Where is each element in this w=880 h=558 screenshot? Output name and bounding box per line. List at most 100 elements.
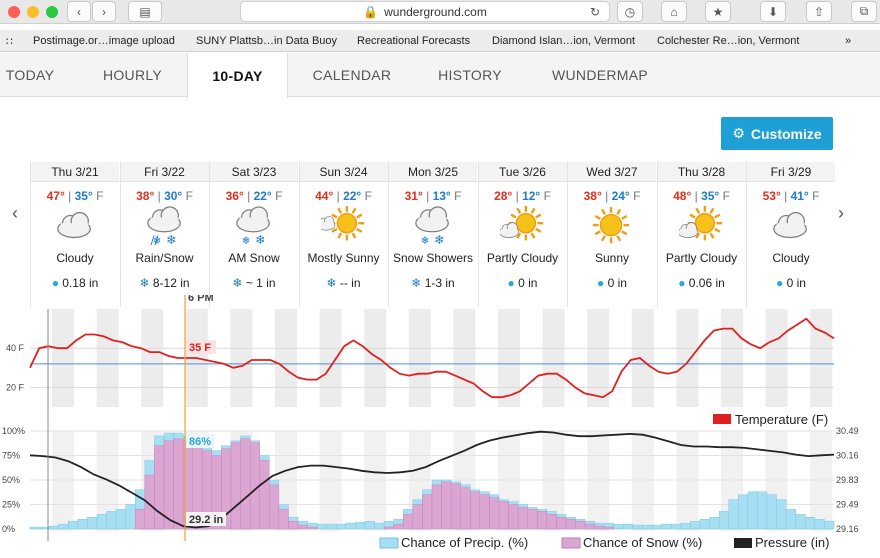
- tab-calendar[interactable]: CALENDAR: [312, 67, 392, 83]
- snow-bar: [537, 511, 548, 530]
- bookmark-item[interactable]: Colchester Re…ion, Vermont: [657, 35, 800, 47]
- reload-button[interactable]: ↻: [583, 1, 607, 22]
- day-column[interactable]: Wed 3/27 38° | 24° F Sunny ● 0 in: [567, 162, 656, 307]
- day-date: Thu 3/21: [31, 162, 119, 182]
- bookmark-button[interactable]: ★: [705, 1, 731, 22]
- rain-snow-icon: //❄ ❄: [121, 206, 209, 247]
- next-days-arrow[interactable]: ›: [838, 203, 844, 223]
- zoom-window-button[interactable]: [46, 6, 58, 18]
- high-temp: 31°: [404, 189, 423, 203]
- condition-label: Mostly Sunny: [307, 251, 380, 265]
- precip-bar: [68, 520, 79, 530]
- svg-text:❄: ❄: [421, 235, 430, 247]
- tab-today[interactable]: TODAY: [5, 67, 55, 83]
- precip-bar: [642, 524, 653, 530]
- address-bar[interactable]: 🔒 wunderground.com: [240, 1, 610, 22]
- precip-bar: [374, 522, 385, 530]
- night-band: [810, 309, 833, 407]
- temp-unit: F: [812, 189, 820, 203]
- bookmarks-overflow-icon[interactable]: »: [845, 35, 852, 47]
- day-column[interactable]: Mon 3/25 31° | 13° F ❄ ❄ Snow Showers ❄ 1…: [388, 162, 477, 307]
- rain-drop-icon: ●: [51, 276, 59, 290]
- snow-bar: [135, 509, 146, 530]
- snow-bar: [230, 442, 241, 530]
- precip-bar: [728, 499, 739, 530]
- day-column[interactable]: Thu 3/28 48° | 35° F Partly Cloudy ● 0.0…: [656, 162, 746, 307]
- precip-bar: [29, 526, 40, 530]
- pressure-tick-label: 29.16: [836, 524, 859, 534]
- sidebar-button[interactable]: ▤: [128, 1, 162, 22]
- cursor-temp-badge: [186, 340, 216, 354]
- snow-bar: [173, 438, 184, 530]
- forward-button[interactable]: ›: [92, 1, 116, 22]
- snow-icon: ❄ ❄: [210, 206, 298, 247]
- snow-bar: [479, 494, 490, 530]
- snow-bar: [460, 487, 471, 530]
- share-button[interactable]: ⇧: [806, 1, 832, 22]
- precip-value: 0.18 in: [62, 276, 99, 290]
- day-temps: 53° | 41° F: [747, 189, 835, 203]
- bookmark-item[interactable]: Recreational Forecasts: [357, 35, 471, 47]
- night-band: [542, 309, 565, 407]
- condition-label: Partly Cloudy: [486, 251, 559, 265]
- low-temp: 22°: [253, 189, 272, 203]
- high-temp: 47°: [46, 189, 65, 203]
- url-text: wunderground.com: [384, 4, 487, 19]
- precip-value: 1-3 in: [424, 276, 455, 290]
- day-temps: 48° | 35° F: [658, 189, 746, 203]
- tab-10-day[interactable]: 10-DAY: [187, 53, 288, 98]
- cursor-time: 6 PM: [188, 295, 214, 304]
- tabs-overview-button[interactable]: ⧉: [851, 1, 877, 22]
- precip-bar: [48, 525, 59, 530]
- home-button[interactable]: ⌂: [661, 1, 687, 22]
- minimize-window-button[interactable]: [27, 6, 39, 18]
- tab-wundermap[interactable]: WUNDERMAP: [551, 67, 649, 83]
- day-date: Mon 3/25: [389, 162, 477, 182]
- precip-bar: [661, 523, 672, 530]
- precip-bar: [326, 523, 337, 530]
- day-column[interactable]: Thu 3/21 47° | 35° F Cloudy ● 0.18 in: [30, 162, 119, 307]
- condition-label: Cloudy: [772, 251, 810, 265]
- high-temp: 36°: [225, 189, 244, 203]
- snow-legend: Chance of Snow (%): [583, 535, 702, 550]
- temp-tick-label: 40 F: [6, 343, 25, 353]
- night-band: [408, 309, 431, 407]
- day-date: Sat 3/23: [210, 162, 298, 182]
- downloads-button[interactable]: ⬇: [760, 1, 786, 22]
- precip-amount: ● 0.18 in: [31, 276, 119, 290]
- close-window-button[interactable]: [8, 6, 20, 18]
- precip-bar: [785, 509, 796, 530]
- tab-history[interactable]: HISTORY: [438, 67, 502, 83]
- snow-bar: [594, 525, 605, 530]
- day-column[interactable]: Sat 3/23 36° | 22° F ❄ ❄ AM Snow ❄ ~ 1 in: [209, 162, 298, 307]
- customize-button[interactable]: ⚙ Customize: [721, 117, 833, 150]
- day-temps: 38° | 24° F: [568, 189, 656, 203]
- day-column[interactable]: Sun 3/24 44° | 22° F Mostly Sunny ❄ -- i…: [298, 162, 388, 307]
- bookmark-item[interactable]: Postimage.or…image upload: [33, 35, 175, 47]
- precip-tick-label: 50%: [2, 475, 20, 485]
- precip-bar: [355, 521, 366, 530]
- bookmark-item[interactable]: SUNY Plattsb…in Data Buoy: [196, 35, 338, 47]
- back-button[interactable]: ‹: [67, 1, 91, 22]
- prev-days-arrow[interactable]: ‹: [12, 203, 18, 223]
- precip-bar: [757, 491, 768, 530]
- chevron-right-icon: ›: [102, 4, 106, 19]
- snow-bar: [575, 520, 586, 530]
- snow-bar: [403, 514, 414, 530]
- svg-text:❄: ❄: [255, 232, 265, 247]
- low-temp: 12°: [522, 189, 541, 203]
- day-column[interactable]: Tue 3/26 28° | 12° F Partly Cloudy ● 0 i…: [477, 162, 567, 307]
- history-button[interactable]: ◷: [617, 1, 643, 22]
- pressure-tick-label: 30.16: [836, 451, 859, 461]
- bookmark-item[interactable]: Diamond Islan…ion, Vermont: [492, 35, 636, 47]
- day-column[interactable]: Fri 3/22 38° | 30° F //❄ ❄ Rain/Snow ❄ 8-…: [119, 162, 209, 307]
- night-band: [96, 309, 119, 407]
- precip-bar: [766, 494, 777, 530]
- snow-bar: [546, 514, 557, 530]
- precip-amount: ❄ -- in: [300, 276, 388, 290]
- pressure-tick-label: 29.49: [836, 500, 859, 510]
- precip-tick-label: 0%: [2, 524, 15, 534]
- apps-grid-icon[interactable]: ∷: [6, 36, 13, 48]
- day-column[interactable]: Fri 3/29 53° | 41° F Cloudy ● 0 in: [746, 162, 835, 307]
- tab-hourly[interactable]: HOURLY: [102, 67, 163, 83]
